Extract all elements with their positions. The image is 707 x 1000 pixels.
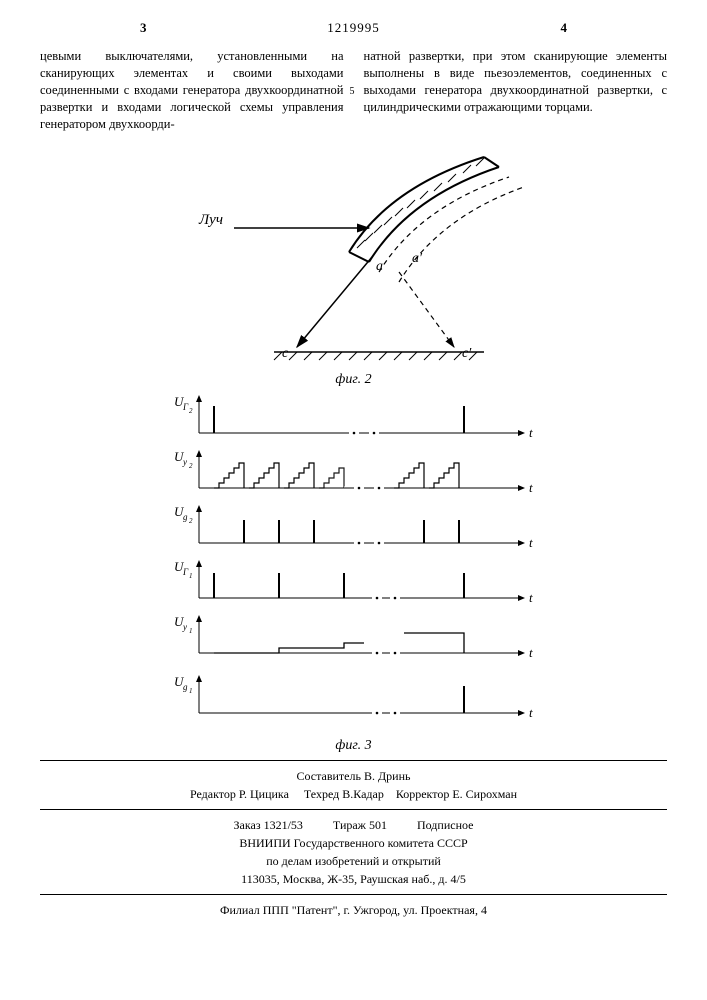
order-row: Заказ 1321/53 Тираж 501 Подписное xyxy=(40,816,667,834)
fig3-caption: фиг. 3 xyxy=(40,738,667,754)
editorial-row: Редактор Р. Цицика Техред В.Кадар Коррек… xyxy=(40,785,667,803)
fig2-caption: фиг. 2 xyxy=(40,372,667,388)
svg-text:t: t xyxy=(529,645,533,660)
footer-block: Составитель В. Дринь Редактор Р. Цицика … xyxy=(40,767,667,919)
svg-text:t: t xyxy=(529,480,533,495)
divider-1 xyxy=(40,760,667,761)
svg-text:1: 1 xyxy=(189,572,193,580)
svg-text:Г: Г xyxy=(182,567,189,577)
left-column: цевыми выключателями, установленными на … xyxy=(40,48,344,132)
pt-a2: a′ xyxy=(412,251,423,266)
svg-text:t: t xyxy=(529,535,533,550)
svg-text:1: 1 xyxy=(189,687,193,695)
branch: Филиал ППП "Патент", г. Ужгород, ул. Про… xyxy=(40,901,667,919)
page-num-right: 4 xyxy=(561,20,568,36)
svg-text:2: 2 xyxy=(189,517,193,525)
right-column: натной развертки, при этом сканирующие э… xyxy=(364,48,668,132)
pt-c: c xyxy=(282,346,289,361)
line-marker: 5 xyxy=(350,86,355,97)
divider-3 xyxy=(40,894,667,895)
svg-text:y: y xyxy=(182,457,187,467)
svg-text:y: y xyxy=(182,622,187,632)
doc-number: 1219995 xyxy=(327,20,380,35)
svg-text:g: g xyxy=(183,512,188,522)
svg-text:t: t xyxy=(529,705,533,720)
compiler: Составитель В. Дринь xyxy=(40,767,667,785)
svg-text:t: t xyxy=(529,590,533,605)
figure-3: UГ2 t Uy2 t xyxy=(144,388,564,738)
pt-a: a xyxy=(376,259,383,274)
svg-text:1: 1 xyxy=(189,627,193,635)
figure-2: Луч xyxy=(154,142,554,372)
divider-2 xyxy=(40,809,667,810)
beam-label: Луч xyxy=(198,212,223,228)
svg-text:2: 2 xyxy=(189,462,193,470)
page-header: 3 1219995 4 xyxy=(40,20,667,40)
svg-text:g: g xyxy=(183,682,188,692)
page-num-left: 3 xyxy=(140,20,147,36)
svg-text:2: 2 xyxy=(189,407,193,415)
org1: ВНИИПИ Государственного комитета СССР xyxy=(40,834,667,852)
svg-text:Г: Г xyxy=(182,402,189,412)
org2: по делам изобретений и открытий xyxy=(40,852,667,870)
svg-text:t: t xyxy=(529,425,533,440)
addr: 113035, Москва, Ж-35, Раушская наб., д. … xyxy=(40,870,667,888)
